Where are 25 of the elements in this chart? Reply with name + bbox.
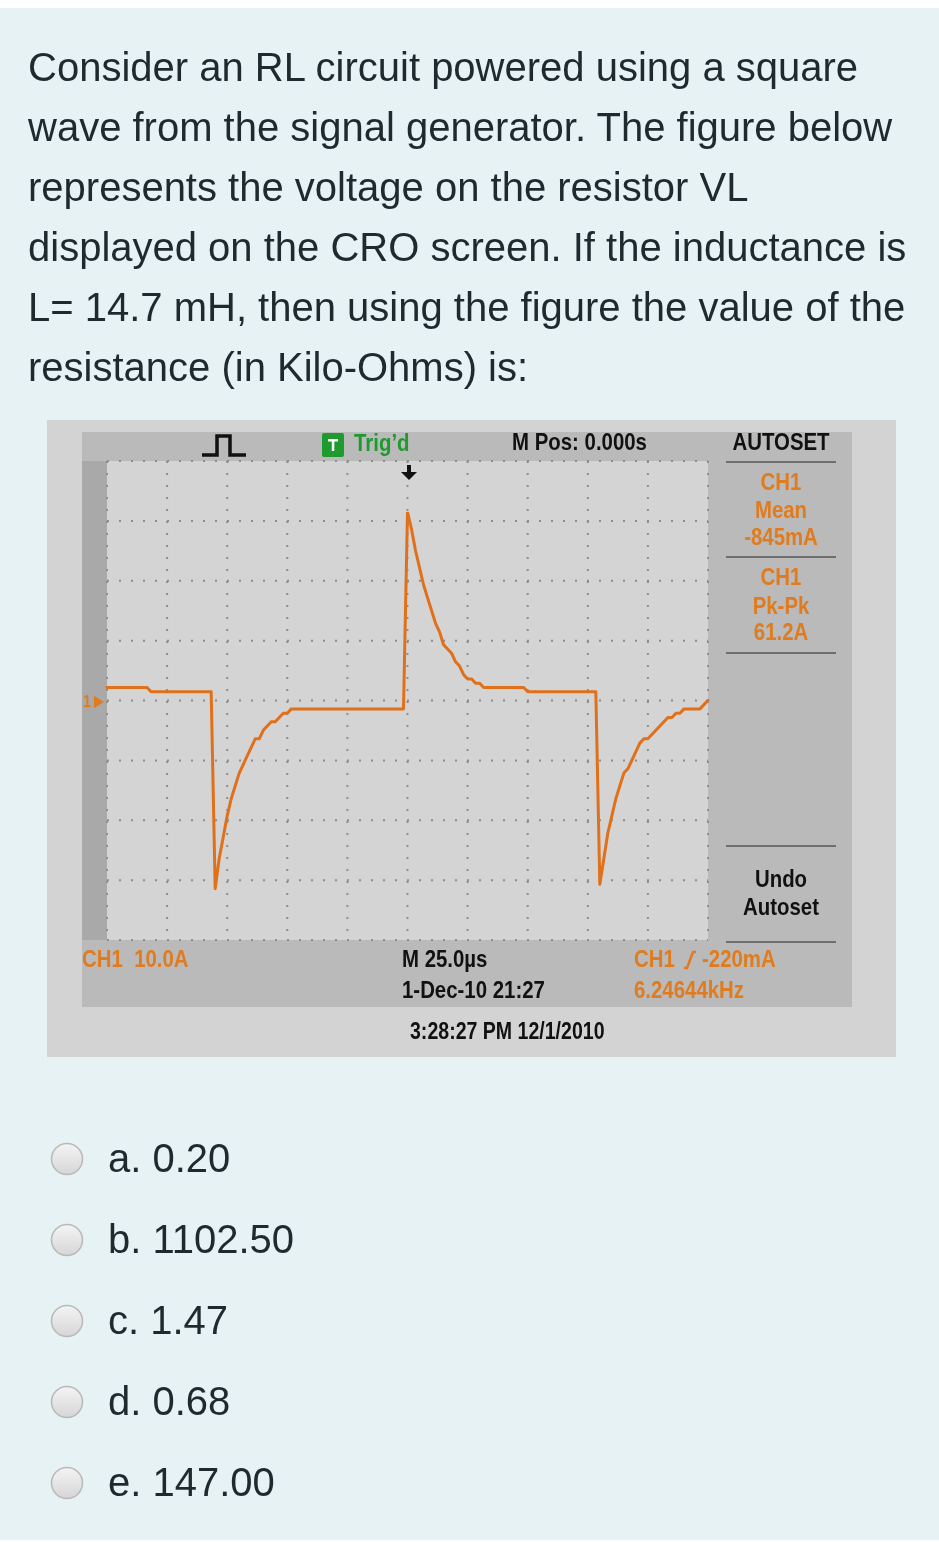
text: 6.24644kHz (634, 976, 745, 1003)
text: Undo (754, 865, 808, 892)
text: a. 0.20 (108, 1136, 231, 1180)
text: 1-Dec-10 21:27 (402, 976, 545, 1003)
text: AUTOSET (732, 428, 830, 455)
text: 1 (83, 692, 92, 711)
text: CH1 (634, 945, 675, 972)
text: d. 0.68 (108, 1379, 231, 1423)
text: CH1 (760, 563, 802, 590)
text: 3:28:27 PM 12/1/2010 (410, 1018, 605, 1044)
chart-title: Consider an RL circuit powered using a square wave from the signal generator. The figure below represents the voltage on the resistor VL displayed on the CRO screen. If the inductance is L= 14.7 mH, then using the figure the value of the resistance (in Kilo-Ohms) is: (28, 44, 908, 391)
text: c. 1.47 (108, 1298, 229, 1342)
text: -845mA (744, 523, 818, 550)
text: Trig’d (354, 429, 410, 456)
text: 61.2A (753, 618, 809, 645)
text: M 25.0µs (402, 945, 488, 972)
text: b. 1102.50 (108, 1217, 295, 1261)
text: CH1 10.0A (82, 945, 189, 972)
text: CH1 (760, 468, 802, 495)
text: -220mA (702, 945, 776, 972)
text: Autoset (743, 893, 819, 920)
text: Mean (754, 496, 808, 523)
text: M Pos: 0.000s (512, 428, 647, 455)
text: e. 147.00 (108, 1460, 275, 1504)
text: Pk-Pk (752, 592, 810, 619)
